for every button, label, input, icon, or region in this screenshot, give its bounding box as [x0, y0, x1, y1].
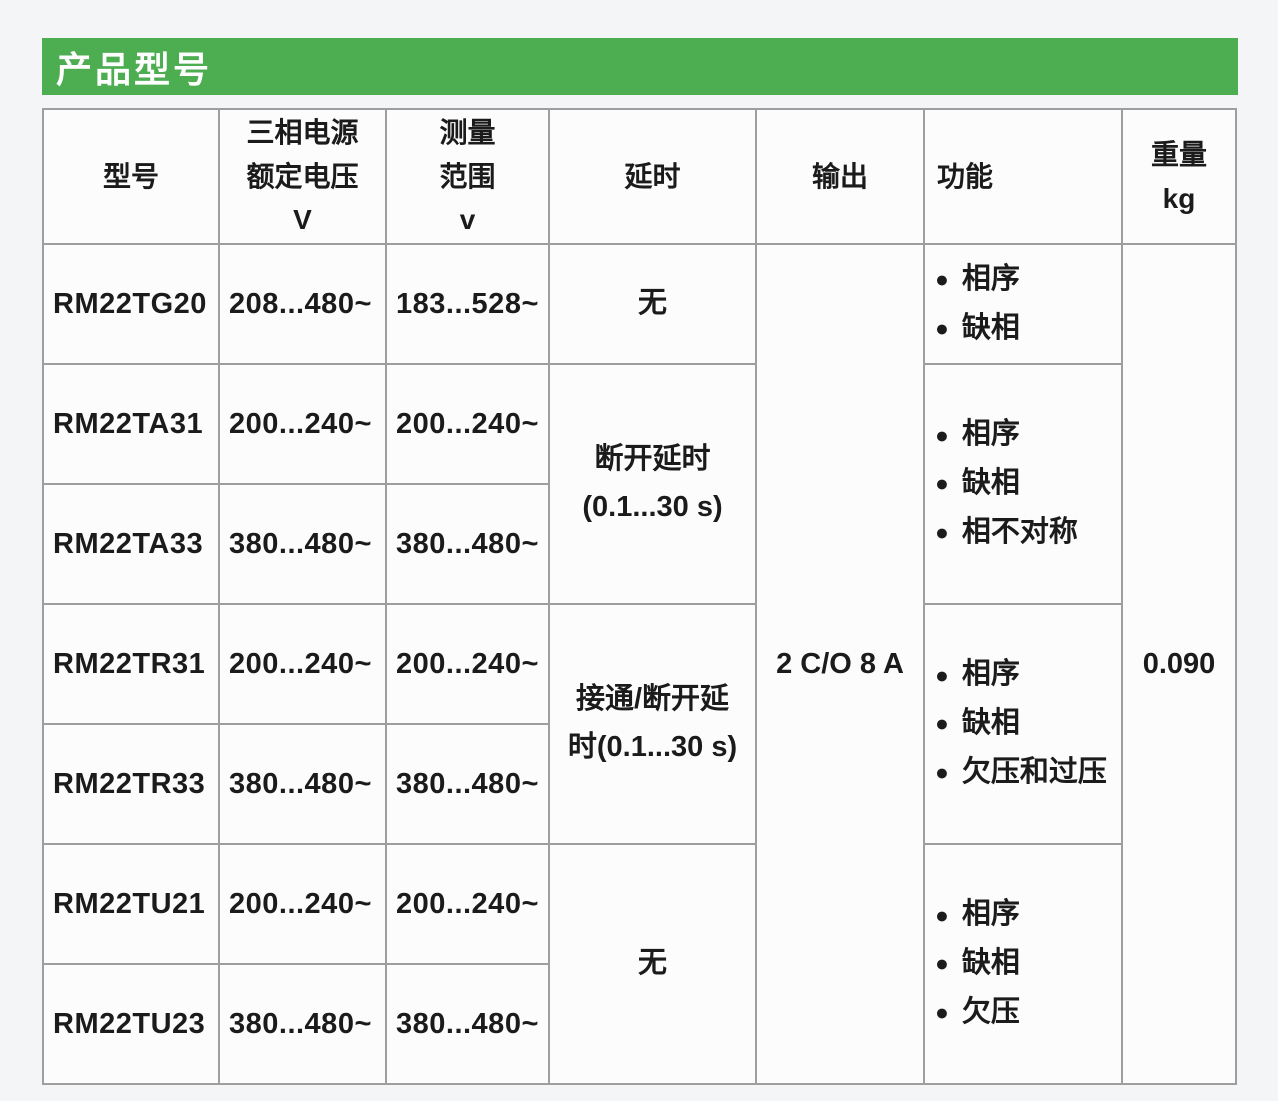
voltage-cell: 380...480~ — [218, 963, 387, 1085]
output-cell: 2 C/O 8 A — [755, 243, 925, 1085]
column-header-weight: 重量 kg — [1121, 108, 1237, 245]
bullet-icon: ● — [935, 710, 949, 737]
delay-cell: 无 — [548, 843, 757, 1085]
function-label: 相序 — [961, 262, 1020, 295]
table-row: RM22TA31 200...240~ 200...240~ 断开延时 (0.1… — [42, 363, 1236, 605]
function-list: ● 相序 ● 缺相 ● 欠压和过压 — [926, 658, 1120, 789]
function-item: ● 相序 — [935, 898, 1120, 931]
column-header-range: 测量 范围 v — [385, 108, 550, 245]
function-cell: ● 相序 ● 缺相 — [923, 243, 1123, 365]
function-item: ● 缺相 — [935, 467, 1120, 500]
function-label: 缺相 — [961, 467, 1020, 500]
range-cell: 380...480~ — [385, 723, 550, 845]
model-cell: RM22TA31 — [42, 363, 220, 485]
function-label: 缺相 — [961, 311, 1020, 344]
bullet-icon: ● — [935, 266, 949, 293]
range-cell: 200...240~ — [385, 603, 550, 725]
column-header-delay: 延时 — [548, 108, 757, 245]
bullet-icon: ● — [935, 470, 949, 497]
voltage-cell: 200...240~ — [218, 363, 387, 485]
model-cell: RM22TG20 — [42, 243, 220, 365]
model-cell: RM22TA33 — [42, 483, 220, 605]
model-cell: RM22TR31 — [42, 603, 220, 725]
function-label: 缺相 — [961, 947, 1020, 980]
bullet-icon: ● — [935, 901, 949, 928]
voltage-cell: 208...480~ — [218, 243, 387, 365]
delay-cell: 无 — [548, 243, 757, 365]
function-item: ● 缺相 — [935, 947, 1120, 980]
bullet-icon: ● — [935, 999, 949, 1026]
function-label: 缺相 — [961, 707, 1020, 740]
table-row: RM22TR33 380...480~ 380...480~ — [42, 723, 1236, 845]
voltage-cell: 380...480~ — [218, 723, 387, 845]
voltage-cell: 200...240~ — [218, 603, 387, 725]
function-item: ● 欠压 — [935, 995, 1120, 1029]
function-item: ● 相不对称 — [935, 515, 1120, 549]
column-header-function: 功能 — [923, 108, 1123, 245]
table-row: RM22TA33 380...480~ 380...480~ — [42, 483, 1236, 605]
product-model-table: 型号 三相电源 额定电压 V 测量 范围 v 延时 输出 功能 重量 kg RM… — [42, 108, 1237, 1085]
function-label: 相序 — [961, 898, 1020, 931]
weight-cell: 0.090 — [1121, 243, 1237, 1085]
function-label: 欠压 — [961, 995, 1020, 1028]
function-list: ● 相序 ● 缺相 ● 欠压 — [926, 898, 1120, 1029]
function-item: ● 相序 — [935, 262, 1120, 296]
voltage-cell: 380...480~ — [218, 483, 387, 605]
range-cell: 380...480~ — [385, 963, 550, 1085]
function-item: ● 相序 — [935, 418, 1120, 451]
section-title-bar: 产品型号 — [42, 38, 1238, 95]
delay-cell: 断开延时 (0.1...30 s) — [548, 363, 757, 605]
function-label: 欠压和过压 — [961, 755, 1107, 788]
voltage-cell: 200...240~ — [218, 843, 387, 965]
bullet-icon: ● — [935, 661, 949, 688]
bullet-icon: ● — [935, 950, 949, 977]
bullet-icon: ● — [935, 421, 949, 448]
bullet-icon: ● — [935, 519, 949, 546]
function-cell: ● 相序 ● 缺相 ● 欠压 — [923, 843, 1123, 1085]
model-cell: RM22TR33 — [42, 723, 220, 845]
table-row: RM22TR31 200...240~ 200...240~ 接通/断开延 时(… — [42, 603, 1236, 845]
function-item: ● 缺相 — [935, 707, 1120, 740]
column-header-model: 型号 — [42, 108, 220, 245]
bullet-icon: ● — [935, 314, 949, 341]
function-item: ● 欠压和过压 — [935, 755, 1120, 789]
column-header-voltage: 三相电源 额定电压 V — [218, 108, 387, 245]
function-item: ● 缺相 — [935, 311, 1120, 345]
function-cell: ● 相序 ● 缺相 ● 相不对称 — [923, 363, 1123, 605]
table-row: RM22TG20 208...480~ 183...528~ 无 2 C/O 8… — [42, 243, 1237, 1085]
table-row: RM22TU23 380...480~ 380...480~ — [42, 963, 1236, 1085]
model-cell: RM22TU23 — [42, 963, 220, 1085]
function-item: ● 相序 — [935, 658, 1120, 691]
function-list: ● 相序 ● 缺相 ● 相不对称 — [926, 418, 1120, 549]
delay-cell: 接通/断开延 时(0.1...30 s) — [548, 603, 757, 845]
bullet-icon: ● — [935, 759, 949, 786]
function-list: ● 相序 ● 缺相 — [926, 262, 1120, 345]
function-cell: ● 相序 ● 缺相 ● 欠压和过压 — [923, 603, 1123, 845]
range-cell: 200...240~ — [385, 843, 550, 965]
range-cell: 200...240~ — [385, 363, 550, 485]
section-title: 产品型号 — [56, 48, 213, 90]
table-row: RM22TU21 200...240~ 200...240~ 无 ● 相序 ● 缺相… — [42, 843, 1236, 1085]
function-label: 相不对称 — [961, 515, 1078, 548]
range-cell: 380...480~ — [385, 483, 550, 605]
function-label: 相序 — [961, 418, 1020, 451]
model-cell: RM22TU21 — [42, 843, 220, 965]
column-header-output: 输出 — [755, 108, 925, 245]
function-label: 相序 — [961, 658, 1020, 691]
range-cell: 183...528~ — [385, 243, 550, 365]
table-header-row: 型号 三相电源 额定电压 V 测量 范围 v 延时 输出 功能 重量 kg — [42, 108, 1237, 245]
